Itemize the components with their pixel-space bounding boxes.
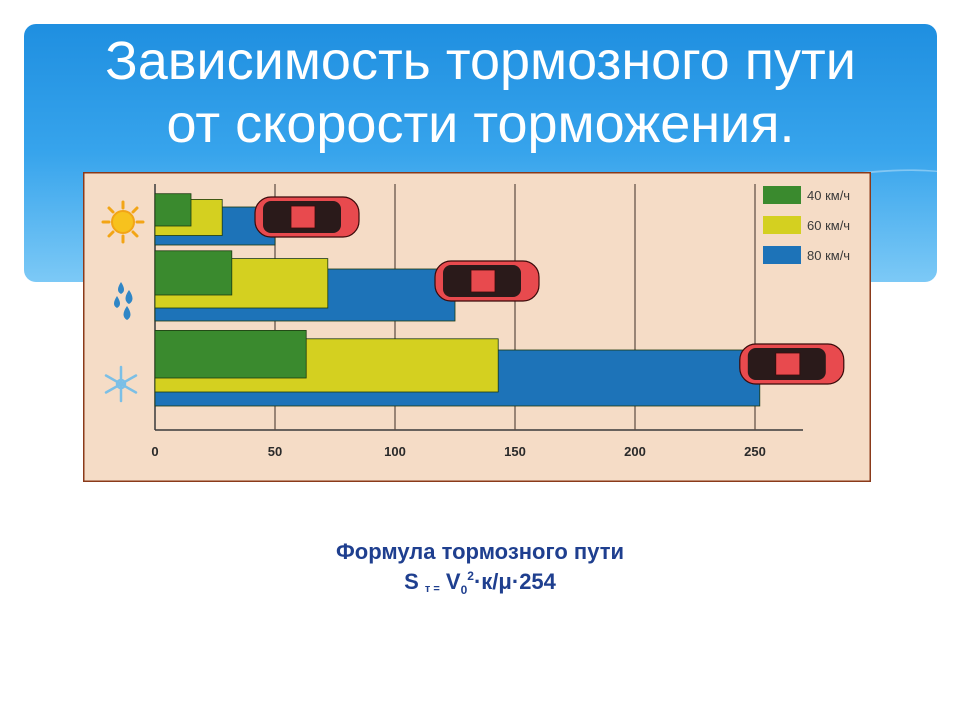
bar-1-series-0: [154, 250, 233, 296]
formula-v: V: [445, 569, 461, 594]
page-title: Зависимость тормозного пути от скорости …: [24, 30, 937, 156]
legend-label-1: 60 км/ч: [807, 218, 850, 233]
legend-swatch-2: [763, 246, 801, 264]
formula-title: Формула тормозного пути: [336, 539, 624, 564]
formula-s: S: [404, 569, 419, 594]
x-tick-label-4: 200: [624, 444, 646, 459]
car-icon-2: [739, 343, 845, 385]
legend-label-0: 40 км/ч: [807, 188, 850, 203]
formula-rest: ·к/μ·254: [473, 569, 556, 594]
formula-expression: S т = V02·к/μ·254: [0, 568, 960, 600]
braking-distance-chart: 0 50 100 150 200 250 40 км/ч 60 км/ч 80 км/ч: [83, 172, 871, 482]
x-tick-label-2: 100: [384, 444, 406, 459]
sun-icon: [101, 200, 145, 244]
raindrops-icon: [114, 282, 133, 320]
legend-label-2: 80 км/ч: [807, 248, 850, 263]
legend-swatch-0: [763, 186, 801, 204]
x-tick-label-0: 0: [151, 444, 158, 459]
title-line-2: от скорости торможения.: [166, 94, 795, 154]
title-line-1: Зависимость тормозного пути: [105, 31, 856, 91]
formula-block: Формула тормозного пути S т = V02·к/μ·25…: [0, 538, 960, 600]
formula-subscript-t: т =: [424, 583, 440, 595]
x-tick-label-1: 50: [268, 444, 282, 459]
snowflake-icon: [104, 365, 138, 403]
formula-superscript-two: 2: [467, 569, 474, 583]
car-icon-1: [434, 260, 540, 302]
x-tick-label-5: 250: [744, 444, 766, 459]
car-icon-0: [254, 196, 360, 238]
formula-subscript-zero: 0: [460, 583, 468, 597]
bar-0-series-0: [154, 193, 192, 227]
x-tick-label-3: 150: [504, 444, 526, 459]
legend-swatch-1: [763, 216, 801, 234]
bar-2-series-0: [154, 329, 307, 379]
